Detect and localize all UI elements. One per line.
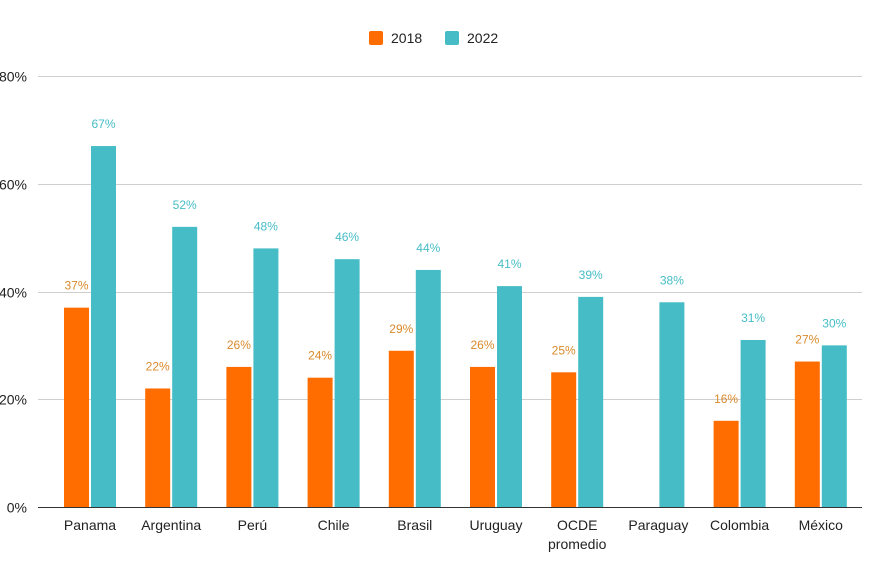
data-label-2018: 37% [64,279,88,293]
bar-2018 [145,388,171,507]
bar-2022 [334,259,360,507]
bar-2018 [388,350,414,507]
y-tick-label: 20% [0,392,27,408]
bar-2022 [415,269,441,507]
y-tick-label: 40% [0,285,27,301]
legend-swatch-2022 [445,31,459,45]
data-label-2018: 16% [714,392,738,406]
bar-2018 [551,372,577,507]
bar-2018 [794,361,820,507]
data-label-2018: 26% [227,338,251,352]
bar-2018 [470,366,495,507]
data-label-2022: 31% [741,311,765,325]
y-tick-label: 0% [7,500,27,516]
data-label-2022: 41% [497,257,521,271]
legend-label-2018: 2018 [391,30,422,46]
data-label-2018: 24% [308,349,332,363]
y-axis-ticks: 0% 20% 40% 60% 80% [0,69,27,516]
data-label-2018: 27% [795,333,819,347]
data-label-2022: 48% [254,219,278,233]
category-label: Panama [64,517,116,533]
bars [64,146,847,507]
bar-2022 [578,296,604,507]
data-label-2022: 39% [579,268,603,282]
bar-2022 [659,302,685,507]
category-label: Argentina [141,517,201,533]
category-label: México [799,517,844,533]
data-label-2018: 26% [470,338,494,352]
legend-swatch-2018 [369,31,383,45]
bar-2022 [497,286,522,507]
legend-label-2022: 2022 [467,30,498,46]
legend: 2018 2022 [369,30,498,46]
bar-2018 [713,420,739,507]
bar-2022 [740,339,766,507]
category-label: promedio [548,536,607,552]
data-label-2022: 52% [173,198,197,212]
x-axis-categories: Panama Argentina Perú Chile Brasil Uruguay OCD… [64,517,843,552]
data-label-2022: 30% [822,316,846,330]
bar-2018 [226,366,252,507]
data-label-2018: 22% [146,359,170,373]
category-label: Paraguay [628,517,688,533]
bar-2018 [64,307,89,507]
category-label: Colombia [710,517,769,533]
bar-2022 [91,146,116,507]
data-label-2022: 38% [660,273,684,287]
category-label: OCDE [557,517,597,533]
bar-2018 [307,377,333,507]
category-label: Uruguay [470,517,523,533]
category-label: Perú [238,517,268,533]
y-tick-label: 60% [0,177,27,193]
data-labels: 37% 67% 22% 52% 26% 48% 24% 46% 29% 44% 26% 41% 25% 3… [64,117,846,406]
data-label-2022: 44% [416,241,440,255]
bar-2022 [821,345,847,507]
data-label-2022: 67% [91,117,115,131]
category-label: Brasil [397,517,432,533]
category-label: Chile [318,517,350,533]
data-label-2018: 29% [389,322,413,336]
data-label-2022: 46% [335,230,359,244]
y-tick-label: 80% [0,69,27,85]
data-label-2018: 25% [552,343,576,357]
bar-2022 [172,226,198,507]
bar-2022 [253,248,279,507]
